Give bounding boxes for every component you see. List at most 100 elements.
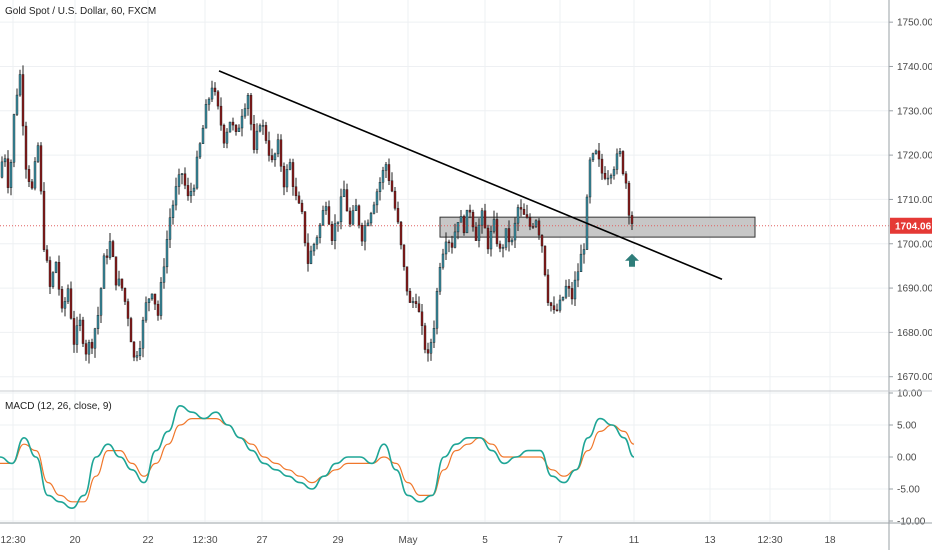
candle-up <box>96 315 100 329</box>
candle-down <box>105 255 109 258</box>
candle-up <box>159 282 163 316</box>
candle-up <box>9 162 13 188</box>
candle-up <box>534 220 538 227</box>
candle-down <box>357 205 361 226</box>
candle-up <box>432 328 436 343</box>
candle-up <box>63 301 67 309</box>
candle-up <box>591 153 595 161</box>
candle-down <box>123 287 127 302</box>
candle-up <box>117 278 121 286</box>
candle-down <box>549 302 553 306</box>
x-tick-label: 12:30 <box>0 535 25 546</box>
x-tick-label: 12:30 <box>192 535 217 546</box>
candle-down <box>447 241 451 244</box>
candle-down <box>216 91 220 107</box>
candle-down <box>330 223 334 241</box>
candle-down <box>114 256 118 286</box>
candle-up <box>210 87 214 100</box>
candle-down <box>621 151 625 174</box>
candle-up <box>321 210 325 226</box>
candle-down <box>600 158 604 174</box>
candle-down <box>405 266 409 292</box>
candle-up <box>441 253 445 268</box>
candle-down <box>282 166 286 188</box>
candle-up <box>0 161 4 178</box>
candle-down <box>129 318 133 343</box>
candle-down <box>264 125 268 141</box>
up-arrow-marker <box>625 253 639 267</box>
candle-up <box>78 319 82 326</box>
macd-signal-line <box>0 418 635 503</box>
candle-down <box>84 343 88 355</box>
candle-up <box>315 237 319 245</box>
candle-down <box>630 215 634 224</box>
candle-up <box>225 131 229 144</box>
candle-down <box>153 293 157 305</box>
candle-up <box>378 182 382 193</box>
candle-down <box>531 226 535 228</box>
current-price-value: 1704.06 <box>895 221 932 232</box>
candle-down <box>555 309 559 312</box>
candle-down <box>450 242 454 248</box>
macd-line <box>0 404 635 510</box>
x-tick-label: 5 <box>482 535 488 546</box>
macd-pane: 10.00 5.00 0.00 -5.00 -10.00 <box>0 389 926 528</box>
candle-down <box>45 249 49 261</box>
candle-down <box>399 221 403 246</box>
candle-up <box>273 153 277 161</box>
candle-down <box>183 173 187 186</box>
candle-up <box>246 95 250 109</box>
candle-down <box>213 87 217 92</box>
candle-up <box>477 224 481 241</box>
candle-up <box>138 348 142 356</box>
candle-up <box>288 162 292 170</box>
candle-down <box>72 318 76 345</box>
candle-up <box>561 296 565 301</box>
candle-down <box>474 226 478 241</box>
candle-down <box>27 169 31 182</box>
candle-up <box>312 244 316 252</box>
candle-up <box>54 261 58 273</box>
candle-down <box>291 162 295 187</box>
candle-up <box>174 186 178 206</box>
x-tick-label: 7 <box>557 535 563 546</box>
candle-down <box>90 342 94 349</box>
candle-down <box>396 208 400 223</box>
candle-down <box>231 121 235 126</box>
candle-down <box>327 206 331 225</box>
candle-down <box>48 260 52 287</box>
candle-up <box>207 98 211 105</box>
candle-up <box>198 143 202 158</box>
x-tick-label: 20 <box>69 535 81 546</box>
candle-down <box>537 220 541 236</box>
candle-down <box>57 261 61 290</box>
candle-up <box>333 223 337 241</box>
candle-up <box>489 231 493 250</box>
macd-tick-label: -10.00 <box>897 517 926 528</box>
x-tick-label: 29 <box>332 535 344 546</box>
candle-up <box>366 222 370 226</box>
candle-up <box>465 209 469 234</box>
candle-up <box>255 130 259 150</box>
candle-up <box>285 169 289 188</box>
candle-up <box>618 151 622 155</box>
candle-up <box>177 174 181 187</box>
candle-down <box>30 181 34 189</box>
candle-up <box>558 299 562 311</box>
candle-up <box>609 175 613 179</box>
candle-up <box>201 127 205 144</box>
y-tick-label: 1710.00 <box>897 195 932 206</box>
macd-tick-label: -5.00 <box>897 485 920 496</box>
candle-down <box>360 225 364 242</box>
candle-up <box>480 210 484 226</box>
candle-up <box>237 127 241 132</box>
macd-tick-label: 0.00 <box>897 453 917 464</box>
candle-up <box>372 204 376 214</box>
candle-down <box>249 95 253 125</box>
candle-down <box>597 150 601 160</box>
candle-down <box>408 290 412 303</box>
candle-up <box>336 221 340 224</box>
candle-up <box>453 231 457 248</box>
